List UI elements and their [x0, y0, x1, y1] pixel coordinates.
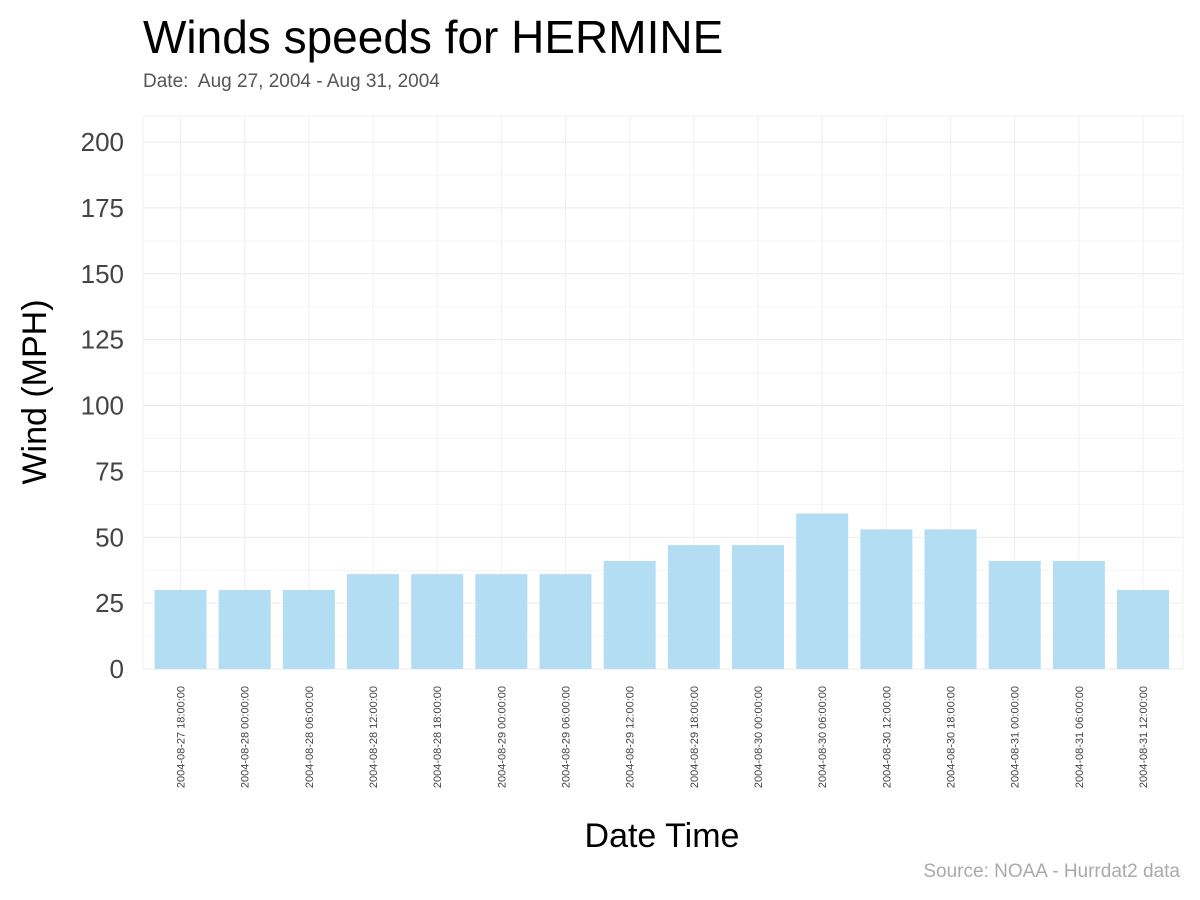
bar [475, 574, 528, 669]
x-tick-label: 2004-08-30 18:00:00 [946, 686, 958, 788]
x-tick-label: 2004-08-29 12:00:00 [625, 686, 637, 788]
x-tick-label: 2004-08-29 00:00:00 [496, 686, 508, 788]
grid-lines [143, 116, 1183, 670]
bars [154, 513, 1170, 669]
x-tick-label: 2004-08-30 00:00:00 [753, 686, 765, 788]
x-tick-label: 2004-08-29 18:00:00 [689, 686, 701, 788]
y-tick-label: 75 [95, 456, 124, 486]
x-tick-label: 2004-08-31 00:00:00 [1010, 686, 1022, 788]
bar [282, 589, 335, 669]
y-tick-label: 150 [81, 259, 124, 289]
x-tick-labels: 2004-08-27 18:00:00 2004-08-28 00:00:00 20… [176, 686, 1151, 788]
bar [667, 545, 720, 669]
x-tick-label: 2004-08-28 18:00:00 [432, 686, 444, 788]
bar [603, 560, 656, 669]
bar [411, 574, 464, 669]
y-tick-label: 100 [81, 391, 124, 421]
x-axis-title: Date Time [585, 817, 740, 855]
source-caption: Source: NOAA - Hurrdat2 data [923, 861, 1180, 882]
bar [796, 513, 849, 669]
x-tick-label: 2004-08-28 12:00:00 [368, 686, 380, 788]
x-tick-label: 2004-08-30 12:00:00 [881, 686, 893, 788]
y-tick-label: 0 [110, 654, 124, 684]
y-tick-labels: 0 25 50 75 100 125 150 175 200 [81, 127, 124, 684]
bar [539, 574, 592, 669]
bar [1052, 560, 1105, 669]
bar [988, 560, 1041, 669]
x-tick-label: 2004-08-27 18:00:00 [176, 686, 188, 788]
y-tick-label: 175 [81, 193, 124, 223]
y-tick-label: 200 [81, 127, 124, 157]
x-tick-label: 2004-08-30 06:00:00 [817, 686, 829, 788]
bar [860, 529, 913, 669]
bar [218, 589, 271, 669]
y-axis-title: Wind (MPH) [16, 299, 54, 484]
bar [732, 545, 785, 669]
bar [347, 574, 400, 669]
x-tick-label: 2004-08-29 06:00:00 [561, 686, 573, 788]
chart-title: Winds speeds for HERMINE [143, 11, 724, 63]
y-tick-label: 25 [95, 588, 124, 618]
x-tick-label: 2004-08-28 00:00:00 [240, 686, 252, 788]
x-tick-label: 2004-08-28 06:00:00 [304, 686, 316, 788]
x-tick-label: 2004-08-31 12:00:00 [1138, 686, 1150, 788]
x-tick-label: 2004-08-31 06:00:00 [1074, 686, 1086, 788]
chart-subtitle: Date: Aug 27, 2004 - Aug 31, 2004 [143, 71, 440, 92]
bar [154, 589, 207, 669]
y-tick-label: 50 [95, 522, 124, 552]
bar [924, 529, 977, 669]
y-tick-label: 125 [81, 325, 124, 355]
bar [1117, 589, 1170, 669]
